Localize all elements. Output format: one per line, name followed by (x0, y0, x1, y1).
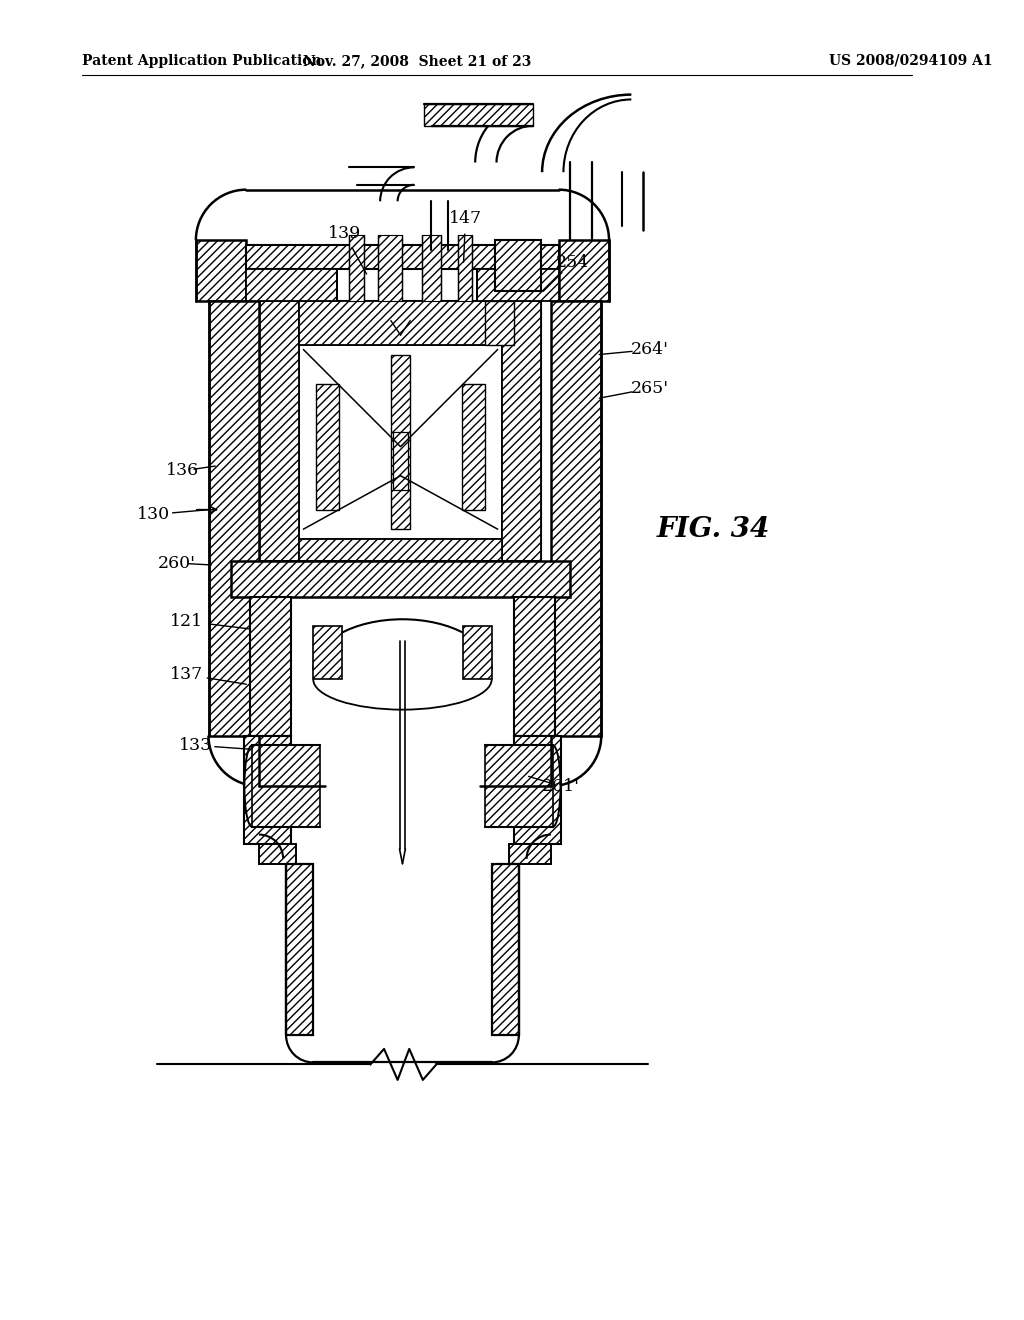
Polygon shape (247, 246, 559, 269)
Text: 147: 147 (449, 210, 482, 227)
Polygon shape (286, 863, 313, 1035)
Text: 133: 133 (179, 737, 213, 754)
Polygon shape (463, 626, 492, 680)
Polygon shape (299, 301, 503, 345)
Polygon shape (458, 235, 472, 301)
Text: 261': 261' (542, 777, 580, 795)
Text: 136: 136 (166, 462, 199, 479)
Polygon shape (503, 301, 541, 561)
Polygon shape (559, 240, 609, 301)
Polygon shape (260, 301, 299, 561)
Polygon shape (349, 235, 364, 301)
Polygon shape (514, 597, 555, 735)
Text: 265': 265' (631, 380, 669, 397)
Polygon shape (316, 384, 339, 510)
Polygon shape (551, 301, 601, 735)
Polygon shape (514, 735, 560, 845)
Text: Patent Application Publication: Patent Application Publication (83, 54, 323, 67)
Text: 137: 137 (170, 667, 203, 682)
Text: 121: 121 (170, 612, 203, 630)
Text: Nov. 27, 2008  Sheet 21 of 23: Nov. 27, 2008 Sheet 21 of 23 (303, 54, 531, 67)
Text: 254: 254 (556, 253, 589, 271)
Text: US 2008/0294109 A1: US 2008/0294109 A1 (829, 54, 993, 67)
Polygon shape (230, 561, 570, 597)
Polygon shape (492, 863, 519, 1035)
Polygon shape (378, 235, 402, 301)
Polygon shape (391, 355, 411, 529)
Polygon shape (209, 301, 259, 735)
Polygon shape (393, 432, 409, 490)
Polygon shape (313, 626, 342, 680)
Text: FIG. 34: FIG. 34 (656, 516, 769, 543)
Polygon shape (422, 235, 441, 301)
Polygon shape (424, 104, 534, 125)
Polygon shape (299, 539, 503, 561)
Text: 130: 130 (136, 506, 170, 523)
Polygon shape (260, 301, 541, 561)
Polygon shape (259, 845, 296, 863)
Polygon shape (252, 746, 321, 826)
Polygon shape (495, 240, 541, 292)
Polygon shape (477, 269, 559, 301)
Text: 260': 260' (158, 554, 196, 572)
Polygon shape (299, 345, 503, 539)
Polygon shape (485, 301, 514, 345)
Polygon shape (485, 746, 553, 826)
Polygon shape (462, 384, 485, 510)
Polygon shape (250, 597, 291, 735)
Polygon shape (196, 240, 247, 301)
Polygon shape (247, 269, 338, 301)
Polygon shape (509, 845, 551, 863)
Text: 139: 139 (328, 224, 360, 242)
Polygon shape (245, 735, 291, 845)
Text: 264': 264' (631, 341, 669, 358)
